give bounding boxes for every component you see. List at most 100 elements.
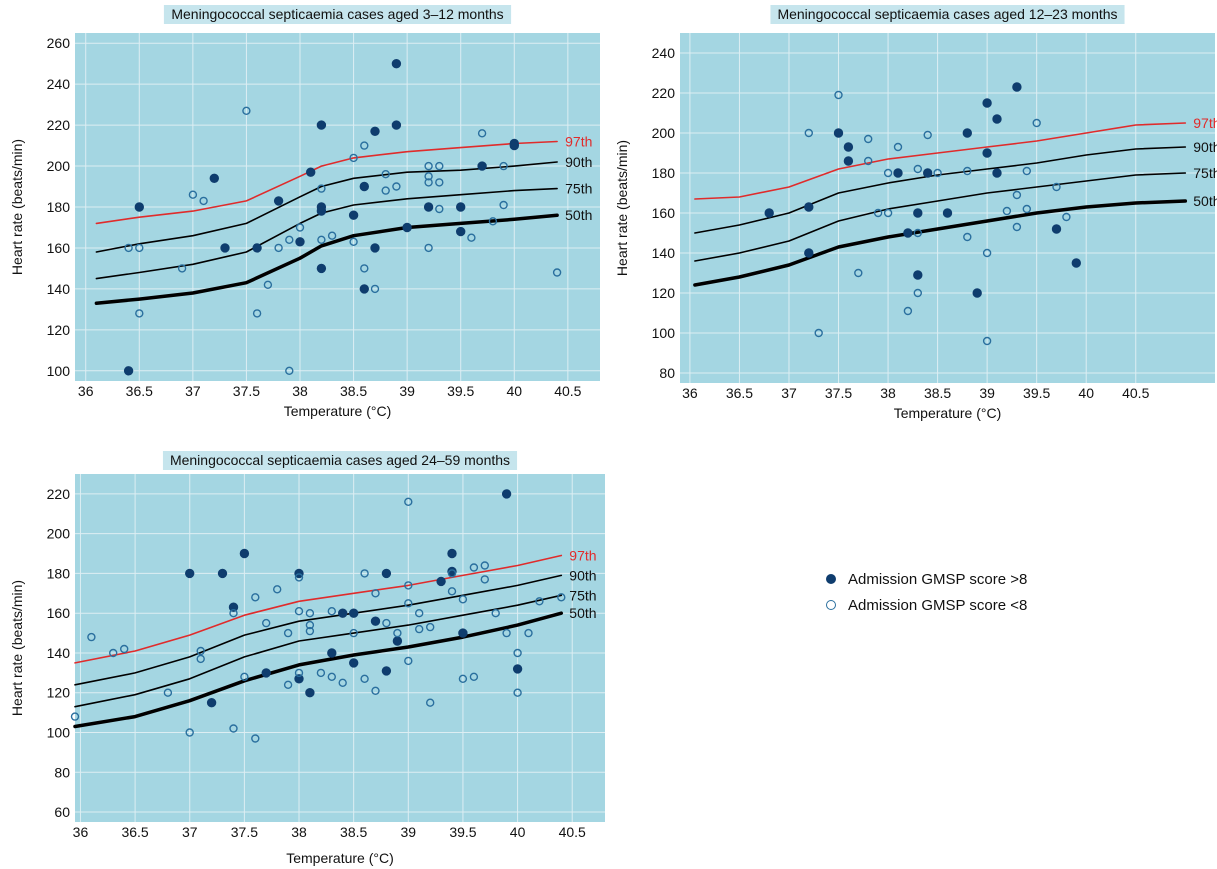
data-point-gmsp-above-8	[764, 208, 774, 218]
data-point-gmsp-below-8	[557, 593, 566, 602]
y-tick-label: 100	[47, 363, 71, 379]
data-point-gmsp-above-8	[349, 658, 359, 668]
data-point-gmsp-below-8	[903, 306, 913, 316]
data-point-gmsp-above-8	[316, 120, 327, 130]
y-tick-label: 140	[47, 645, 71, 661]
y-tick-label: 240	[47, 76, 71, 92]
data-point-gmsp-below-8	[262, 618, 271, 628]
percentile-label-50th: 50th	[565, 207, 592, 223]
legend-item-gmsp-above-8: Admission GMSP score >8	[826, 568, 1027, 590]
data-point-gmsp-above-8	[423, 202, 434, 212]
data-point-gmsp-above-8	[252, 243, 262, 253]
filled-circle-icon	[826, 574, 836, 584]
data-point-gmsp-above-8	[456, 226, 466, 237]
legend: Admission GMSP score >8 Admission GMSP s…	[808, 556, 1068, 626]
y-tick-label: 240	[652, 45, 676, 61]
data-point-gmsp-below-8	[883, 208, 893, 218]
data-point-gmsp-below-8	[477, 129, 487, 138]
data-point-gmsp-above-8	[391, 120, 402, 130]
data-point-gmsp-above-8	[447, 548, 457, 559]
percentile-label-97th: 97th	[565, 133, 592, 149]
data-point-gmsp-below-8	[196, 654, 205, 664]
chart-24-59-months: Meningococcal septicaemia cases aged 24–…	[9, 451, 605, 866]
data-point-gmsp-below-8	[424, 172, 433, 181]
y-tick-label: 120	[47, 322, 71, 338]
data-point-gmsp-below-8	[177, 264, 187, 273]
data-point-gmsp-below-8	[854, 268, 863, 278]
data-point-gmsp-below-8	[424, 161, 433, 171]
data-point-gmsp-above-8	[477, 161, 487, 171]
data-point-gmsp-below-8	[499, 200, 508, 210]
x-tick-label: 38	[880, 385, 896, 401]
percentile-line-50th	[693, 199, 1188, 287]
data-point-gmsp-below-8	[327, 672, 336, 682]
data-point-gmsp-below-8	[535, 597, 544, 606]
data-point-gmsp-below-8	[488, 217, 498, 226]
data-point-gmsp-above-8	[239, 548, 250, 559]
percentile-line-90th	[74, 574, 563, 686]
data-point-gmsp-below-8	[480, 561, 489, 570]
data-point-gmsp-below-8	[251, 734, 260, 743]
percentile-label-75th: 75th	[1193, 165, 1217, 181]
data-point-gmsp-above-8	[327, 648, 337, 658]
y-tick-label: 180	[652, 165, 676, 181]
data-point-gmsp-below-8	[435, 204, 444, 214]
data-point-gmsp-below-8	[295, 223, 305, 232]
data-point-gmsp-above-8	[391, 59, 402, 69]
x-tick-label: 40	[506, 383, 522, 399]
percentile-line-97th	[74, 554, 563, 664]
legend-label-gmsp-below-8: Admission GMSP score <8	[848, 596, 1028, 614]
y-tick-label: 220	[47, 486, 71, 502]
data-point-gmsp-above-8	[972, 288, 982, 298]
percentile-line-50th	[73, 611, 564, 729]
x-tick-label: 39.5	[447, 383, 474, 399]
data-point-gmsp-below-8	[804, 128, 814, 138]
data-point-gmsp-above-8	[316, 206, 327, 216]
x-tick-label: 40	[510, 824, 526, 840]
data-point-gmsp-below-8	[480, 575, 489, 584]
data-point-gmsp-below-8	[185, 728, 194, 737]
data-point-gmsp-below-8	[263, 280, 273, 289]
data-point-gmsp-below-8	[188, 190, 198, 199]
y-tick-label: 120	[47, 685, 71, 701]
data-point-gmsp-below-8	[552, 268, 562, 277]
x-tick-label: 39	[399, 383, 415, 399]
data-point-gmsp-above-8	[923, 168, 933, 178]
data-point-gmsp-above-8	[359, 181, 369, 192]
data-point-gmsp-below-8	[229, 608, 238, 618]
data-point-gmsp-below-8	[1022, 204, 1031, 214]
data-point-gmsp-below-8	[305, 626, 315, 636]
chart-title: Meningococcal septicaemia cases aged 12–…	[777, 6, 1117, 22]
x-tick-label: 39.5	[1023, 385, 1050, 401]
data-point-gmsp-below-8	[135, 243, 144, 253]
data-point-gmsp-above-8	[184, 568, 195, 579]
data-point-gmsp-above-8	[370, 243, 380, 253]
data-point-gmsp-below-8	[283, 628, 293, 638]
data-point-gmsp-below-8	[349, 237, 358, 247]
data-point-gmsp-below-8	[382, 618, 391, 628]
data-point-gmsp-below-8	[834, 90, 843, 100]
percentile-line-90th	[694, 146, 1187, 234]
data-point-gmsp-above-8	[436, 576, 446, 587]
legend-label-gmsp-above-8: Admission GMSP score >8	[848, 570, 1028, 588]
x-axis-label: Temperature (°C)	[284, 403, 392, 419]
data-point-gmsp-above-8	[381, 666, 392, 676]
data-point-gmsp-below-8	[251, 593, 260, 602]
data-point-gmsp-below-8	[415, 608, 424, 618]
y-tick-label: 200	[47, 158, 71, 174]
chart-3-12-months: Meningococcal septicaemia cases aged 3–1…	[9, 5, 600, 419]
x-tick-label: 40.5	[554, 383, 581, 399]
data-point-gmsp-below-8	[467, 233, 476, 242]
x-tick-label: 39	[401, 824, 417, 840]
data-point-gmsp-below-8	[360, 141, 369, 150]
data-point-gmsp-below-8	[499, 161, 508, 171]
x-tick-label: 37	[781, 385, 797, 401]
chart-title-background	[770, 5, 1125, 24]
x-tick-label: 36	[73, 824, 89, 840]
data-point-gmsp-above-8	[206, 698, 217, 708]
data-point-gmsp-below-8	[893, 142, 903, 152]
data-point-gmsp-below-8	[163, 688, 173, 697]
data-point-gmsp-below-8	[240, 672, 249, 682]
data-point-gmsp-below-8	[447, 587, 457, 596]
data-point-gmsp-below-8	[963, 166, 972, 176]
